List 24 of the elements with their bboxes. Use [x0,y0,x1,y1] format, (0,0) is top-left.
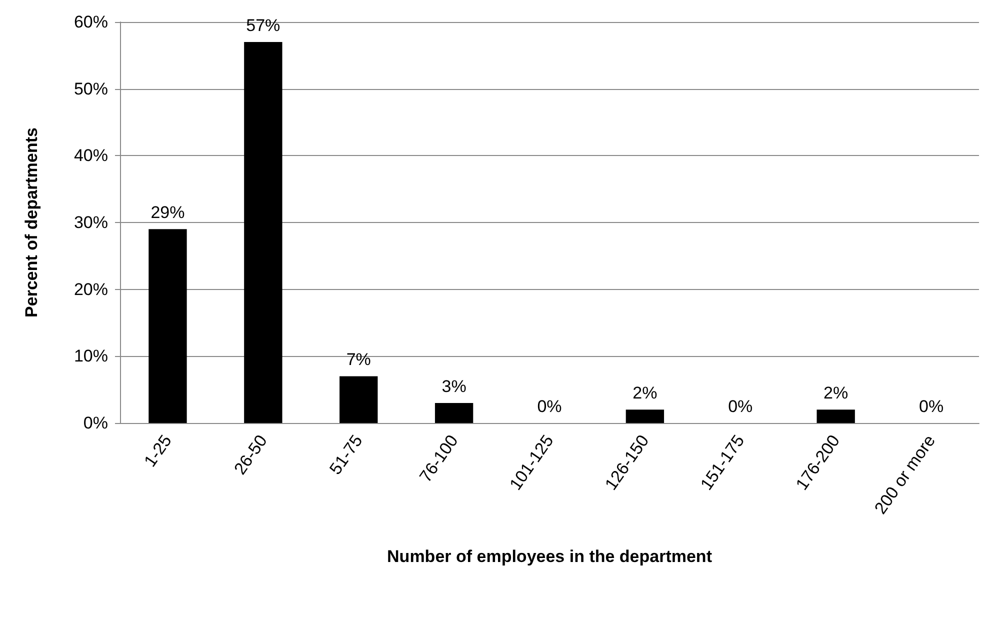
y-tick-label: 30% [74,213,108,232]
bar [244,42,282,423]
bar [340,376,378,423]
data-label: 29% [150,203,185,222]
data-label: 7% [346,350,371,370]
data-label: 2% [632,384,658,403]
bar [816,410,855,423]
y-tick-label: 60% [74,12,108,32]
data-label: 57% [246,16,280,36]
y-tick-label: 50% [74,79,108,98]
data-label: 0% [918,397,944,416]
y-tick-label: 0% [83,414,108,432]
y-tick-label: 20% [74,280,108,299]
data-label: 2% [824,384,848,403]
data-label: 0% [728,397,753,416]
x-axis-title: Number of employees in the department [387,547,712,566]
data-label: 0% [537,397,562,416]
y-tick-label: 40% [74,146,108,166]
y-axis-title: Percent of departments [22,128,41,318]
bar [434,402,474,423]
data-label: 3% [442,376,466,396]
bar [626,410,664,423]
y-tick-label: 10% [74,346,108,366]
bar [148,229,187,423]
